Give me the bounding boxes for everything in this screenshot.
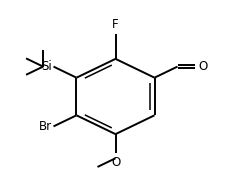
Text: Br: Br (39, 120, 52, 133)
Text: O: O (198, 60, 208, 73)
Text: Si: Si (42, 60, 52, 73)
Text: F: F (112, 18, 119, 31)
Text: O: O (111, 156, 120, 169)
